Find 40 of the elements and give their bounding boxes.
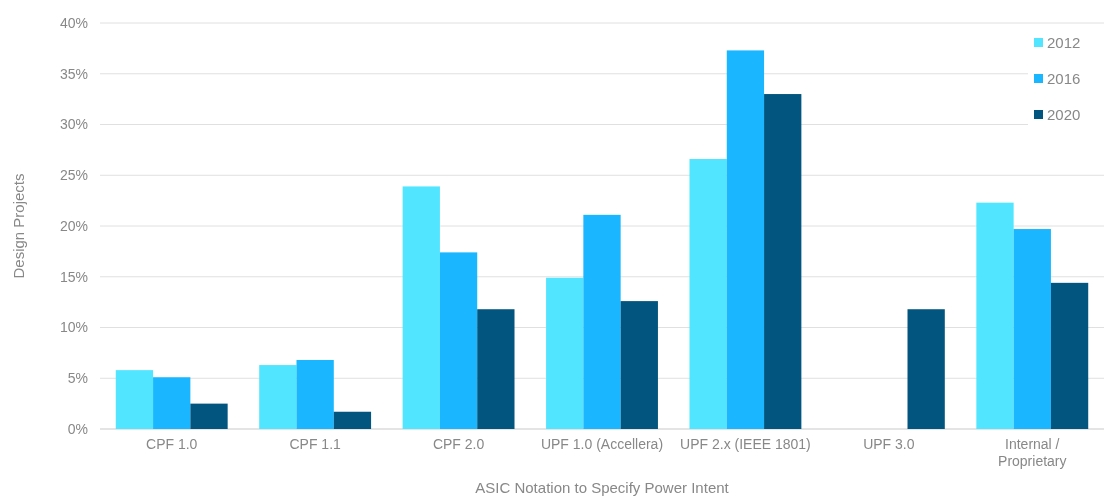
bar (976, 202, 1014, 429)
x-tick-label: UPF 1.0 (Accellera) (540, 436, 664, 452)
bar (115, 370, 154, 429)
y-tick-label: 10% (59, 319, 88, 336)
x-tick-label: Internal / Proprietary (998, 436, 1067, 469)
bar (333, 411, 372, 429)
y-tick-label: 20% (59, 217, 88, 234)
bar (402, 186, 440, 429)
bar (439, 252, 478, 429)
legend-label: 2012 (1047, 34, 1081, 52)
bar (907, 309, 945, 429)
bar (1050, 282, 1089, 429)
bar (620, 301, 658, 429)
x-tick-label: UPF 2.x (IEEE 1801) (680, 436, 811, 452)
bar (477, 309, 515, 429)
bar (190, 403, 228, 429)
x-axis-title: ASIC Notation to Specify Power Intent (475, 479, 730, 496)
x-tick-label: CPF 1.1 (289, 436, 342, 452)
x-tick-label: CPF 1.0 (146, 436, 198, 452)
y-tick-label: 30% (59, 116, 88, 133)
y-tick-label: 40% (59, 14, 88, 31)
legend-label: 2016 (1047, 70, 1081, 88)
legend-label: 2020 (1047, 106, 1081, 124)
y-tick-label: 35% (59, 65, 88, 82)
y-tick-label: 25% (59, 167, 88, 184)
bar (764, 94, 802, 429)
bar (153, 377, 191, 429)
y-axis-title: Design Projects (10, 173, 27, 279)
x-tick-label: UPF 3.0 (863, 436, 915, 452)
y-tick-label: 5% (67, 370, 88, 387)
y-tick-label: 15% (59, 268, 88, 285)
y-tick-label: 0% (67, 420, 88, 437)
bar (583, 214, 621, 429)
bar (1013, 229, 1051, 429)
bar (259, 365, 297, 429)
bar (296, 359, 334, 429)
bar (726, 50, 765, 429)
bar (546, 277, 584, 429)
bar (689, 159, 727, 429)
x-tick-label: CPF 2.0 (432, 436, 485, 452)
